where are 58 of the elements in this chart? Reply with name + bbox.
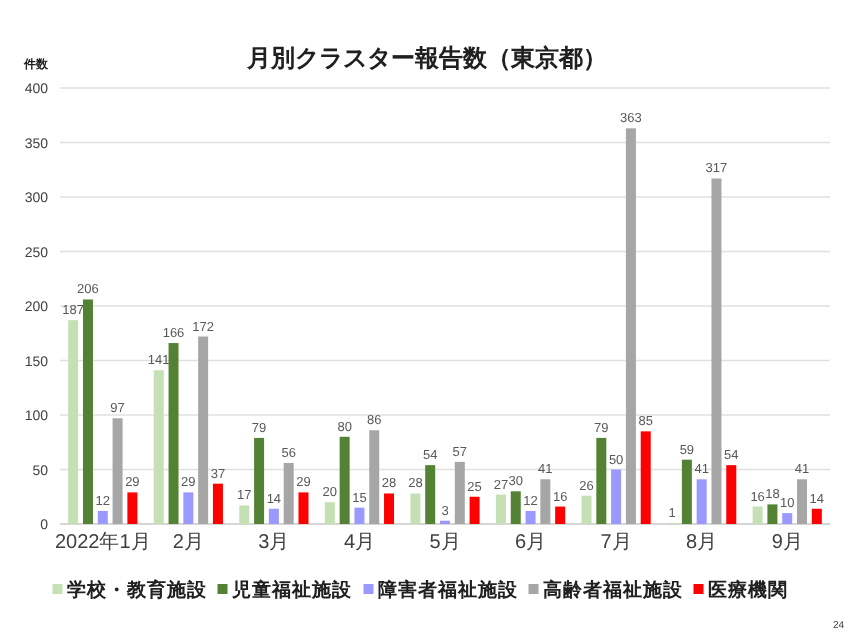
bar (782, 513, 793, 524)
bar (68, 320, 79, 524)
x-tick-label: 2月 (172, 532, 204, 554)
legend-label: 障害者福祉施設 (377, 578, 520, 602)
bar (767, 504, 778, 524)
bar (127, 492, 138, 524)
bar (339, 436, 350, 524)
bar (425, 465, 436, 524)
bar (97, 510, 108, 524)
legend-label: 高齢者福祉施設 (542, 578, 685, 602)
x-tick-label: 4月 (343, 532, 376, 554)
bar (183, 492, 194, 524)
bar (298, 492, 309, 524)
legend-label: 学校・教育施設 (66, 578, 209, 602)
bar (324, 502, 335, 524)
bar (640, 431, 651, 524)
bar (410, 493, 421, 524)
bar (625, 128, 636, 524)
x-tick-label: 2022年1月 (54, 530, 151, 554)
x-tick-label: 3月 (258, 532, 290, 554)
bar (239, 505, 250, 524)
chart-title: 月別クラスター報告数（東京都） (245, 44, 607, 72)
legend-label: 児童福祉施設 (229, 578, 354, 602)
bar (198, 336, 209, 524)
bar (525, 510, 536, 524)
bar (384, 493, 395, 524)
bar (268, 508, 279, 524)
bar (711, 178, 722, 524)
bar (369, 430, 380, 524)
bar (811, 508, 822, 524)
bar (495, 494, 506, 524)
bar (581, 495, 592, 524)
x-tick-label: 5月 (429, 532, 461, 554)
bar (540, 479, 551, 524)
bar (555, 506, 566, 524)
bar (681, 459, 692, 524)
x-tick-label: 9月 (771, 532, 803, 554)
x-tick-label: 8月 (686, 532, 718, 554)
bar (596, 437, 607, 524)
x-tick-label: 6月 (514, 532, 547, 554)
bar (454, 461, 465, 524)
legend-label: 医療機関 (707, 578, 788, 602)
bar (726, 465, 737, 524)
bar (153, 370, 164, 524)
bar (354, 507, 365, 524)
bar (752, 506, 763, 524)
bar (696, 479, 707, 524)
x-tick-label: 7月 (600, 532, 632, 554)
bar (283, 462, 294, 524)
bar (510, 491, 521, 524)
bar (168, 343, 179, 524)
bar (112, 418, 123, 524)
bar (254, 437, 265, 524)
bar (469, 496, 480, 524)
bar (797, 479, 808, 524)
bar (82, 299, 93, 524)
bar (212, 483, 223, 524)
bar (611, 469, 622, 524)
